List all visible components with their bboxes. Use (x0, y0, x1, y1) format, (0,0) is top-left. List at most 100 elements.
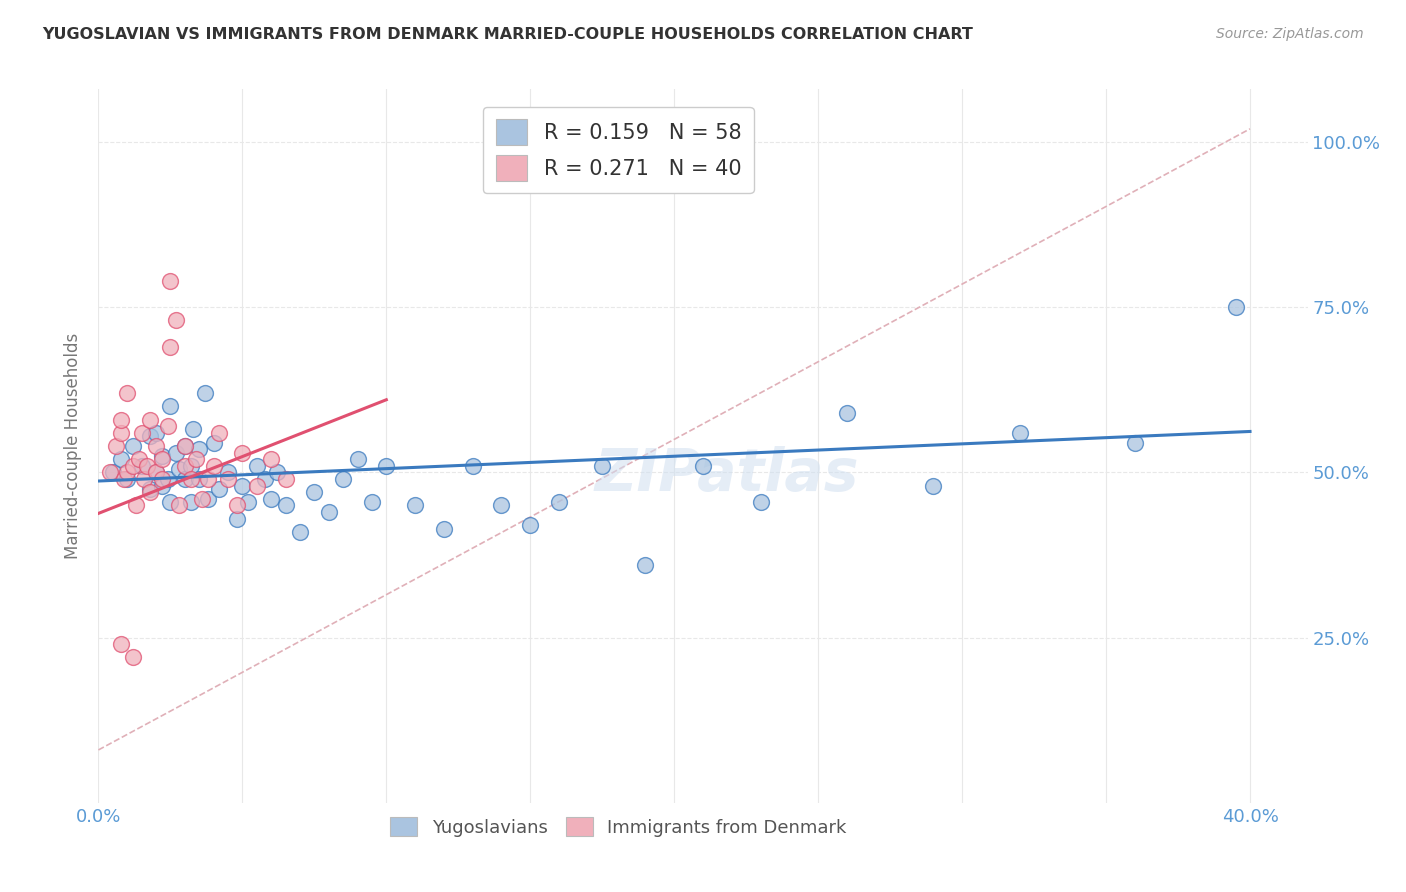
Point (835, 406, 858, 420)
Point (318, 505, 340, 519)
Point (519, 518, 541, 533)
Point (260, 452, 283, 467)
Point (110, 425, 132, 440)
Point (115, 466, 138, 480)
Point (150, 478, 173, 492)
Point (361, 495, 384, 509)
Point (150, 472, 173, 486)
Y-axis label: Married-couple Households: Married-couple Households (65, 333, 83, 559)
Point (548, 495, 571, 509)
Text: YUGOSLAVIAN VS IMMIGRANTS FROM DENMARK MARRIED-COUPLE HOUSEHOLDS CORRELATION CHA: YUGOSLAVIAN VS IMMIGRANTS FROM DENMARK M… (42, 27, 973, 42)
Point (246, 478, 269, 492)
Point (145, 439, 167, 453)
Point (231, 478, 253, 492)
Point (180, 472, 202, 486)
Point (225, 499, 247, 513)
Point (236, 495, 259, 509)
Point (98, 466, 121, 480)
Point (139, 429, 162, 443)
Point (188, 472, 211, 486)
Point (122, 458, 145, 473)
Point (634, 558, 657, 572)
Point (110, 412, 132, 426)
Point (112, 472, 135, 486)
Point (208, 425, 231, 440)
Point (145, 425, 167, 440)
Text: Source: ZipAtlas.com: Source: ZipAtlas.com (1216, 27, 1364, 41)
Point (128, 452, 150, 467)
Point (145, 466, 167, 480)
Point (145, 466, 167, 480)
Point (110, 637, 132, 651)
Point (332, 472, 354, 486)
Point (159, 274, 181, 288)
Point (125, 499, 148, 513)
Point (173, 458, 195, 473)
Point (375, 458, 398, 473)
Point (260, 491, 283, 506)
Point (167, 499, 190, 513)
Point (254, 472, 277, 486)
Point (139, 485, 162, 500)
Point (167, 462, 190, 476)
Point (217, 472, 239, 486)
Point (186, 452, 208, 467)
Point (692, 458, 714, 473)
Point (491, 499, 513, 513)
Point (165, 313, 187, 327)
Point (139, 412, 162, 426)
Point (104, 439, 127, 453)
Point (404, 499, 426, 513)
Point (202, 435, 225, 450)
Point (150, 452, 173, 467)
Point (191, 491, 214, 506)
Point (1123, 435, 1146, 450)
Point (246, 458, 269, 473)
Point (159, 400, 181, 414)
Point (101, 466, 124, 480)
Point (433, 522, 456, 536)
Point (225, 511, 247, 525)
Point (461, 458, 484, 473)
Point (131, 458, 153, 473)
Point (156, 419, 179, 434)
Point (115, 386, 138, 401)
Point (115, 472, 138, 486)
Point (197, 472, 219, 486)
Point (180, 458, 202, 473)
Point (202, 458, 225, 473)
Point (156, 472, 179, 486)
Point (180, 495, 202, 509)
Point (122, 650, 145, 665)
Point (134, 472, 156, 486)
Point (194, 386, 217, 401)
Point (591, 458, 613, 473)
Point (110, 452, 132, 467)
Point (208, 482, 231, 496)
Point (288, 524, 311, 539)
Point (197, 491, 219, 506)
Point (749, 495, 772, 509)
Point (231, 445, 253, 459)
Point (173, 472, 195, 486)
Point (274, 472, 297, 486)
Point (274, 499, 297, 513)
Point (173, 439, 195, 453)
Point (188, 442, 211, 457)
Point (304, 485, 326, 500)
Point (173, 439, 195, 453)
Point (1008, 425, 1031, 440)
Text: ZIPatlas: ZIPatlas (595, 446, 859, 503)
Point (183, 422, 205, 436)
Point (159, 340, 181, 354)
Legend: Yugoslavians, Immigrants from Denmark: Yugoslavians, Immigrants from Denmark (382, 810, 853, 844)
Point (159, 495, 181, 509)
Point (122, 439, 145, 453)
Point (139, 482, 162, 496)
Point (217, 466, 239, 480)
Point (131, 425, 153, 440)
Point (266, 466, 288, 480)
Point (922, 478, 945, 492)
Point (136, 458, 159, 473)
Point (150, 449, 173, 463)
